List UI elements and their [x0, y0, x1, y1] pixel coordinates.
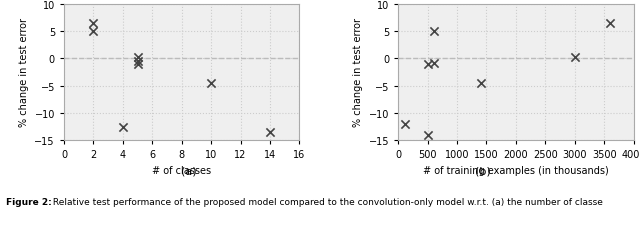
Point: [422, 133, 433, 137]
Y-axis label: % change in test error: % change in test error: [19, 18, 29, 127]
Text: Figure 2:: Figure 2:: [6, 197, 52, 206]
Point: [476, 82, 486, 85]
Point: [428, 62, 438, 65]
X-axis label: # of classes: # of classes: [152, 165, 211, 175]
Point: [132, 63, 143, 66]
Point: [570, 56, 580, 59]
X-axis label: # of training examples (in thousands): # of training examples (in thousands): [423, 165, 609, 175]
Point: [265, 131, 275, 134]
Point: [118, 125, 128, 129]
Point: [88, 30, 99, 34]
Text: Relative test performance of the proposed model compared to the convolution-only: Relative test performance of the propose…: [50, 197, 603, 206]
Y-axis label: % change in test error: % change in test error: [353, 18, 363, 127]
Point: [206, 82, 216, 85]
Text: (b): (b): [476, 166, 491, 176]
Point: [132, 56, 143, 60]
Point: [400, 123, 410, 126]
Point: [88, 22, 99, 25]
Point: [422, 63, 433, 66]
Point: [605, 22, 615, 25]
Text: (a): (a): [181, 166, 196, 176]
Point: [428, 30, 438, 34]
Point: [132, 60, 143, 64]
